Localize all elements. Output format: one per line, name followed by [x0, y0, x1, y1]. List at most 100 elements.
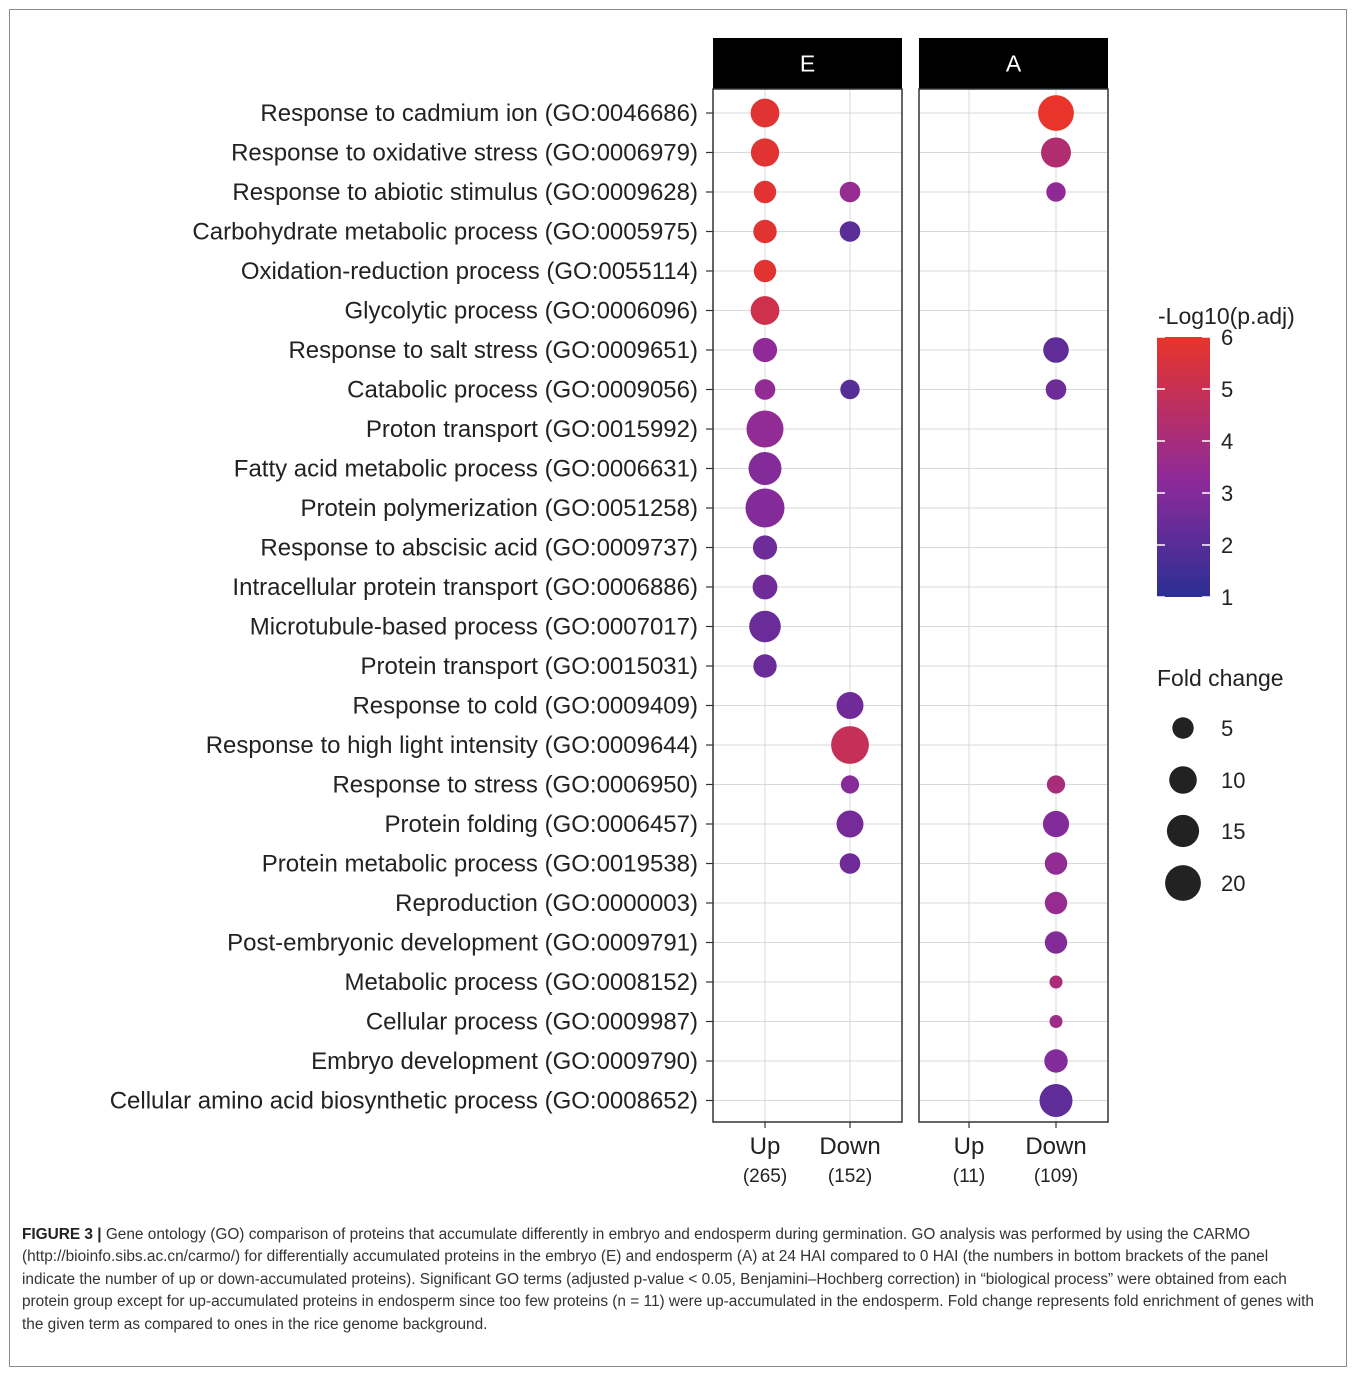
size-legend-dot [1166, 814, 1200, 848]
data-point [749, 610, 781, 643]
y-tick-label: Embryo development (GO:0009790) [311, 1048, 698, 1075]
data-point [745, 488, 785, 528]
panel-strip-a [919, 38, 1108, 89]
x-count-label: (265) [743, 1166, 787, 1187]
color-bar-tick-label: 6 [1221, 325, 1233, 350]
data-point [1041, 137, 1071, 168]
size-legend-title: Fold change [1157, 665, 1284, 691]
y-tick-label: Reproduction (GO:0000003) [395, 890, 698, 917]
y-axis-labels: Response to cadmium ion (GO:0046686) Resp… [110, 100, 713, 1115]
y-tick-label: Response to abscisic acid (GO:0009737) [260, 535, 698, 562]
data-point [748, 452, 782, 485]
y-tick-label: Response to oxidative stress (GO:0006979… [231, 140, 698, 167]
data-point [1046, 182, 1066, 202]
data-point [1039, 1084, 1073, 1117]
data-point [1044, 931, 1068, 954]
size-legend-dot [1169, 766, 1197, 794]
x-count-label: (11) [953, 1166, 985, 1187]
data-point [1049, 975, 1063, 989]
size-legend-label: 15 [1221, 819, 1245, 844]
y-tick-label: Response to high light intensity (GO:000… [206, 732, 698, 759]
figure-caption: FIGURE 3 | Gene ontology (GO) comparison… [22, 1224, 1322, 1336]
data-point [839, 221, 861, 242]
data-point [839, 181, 861, 203]
y-tick-label: Protein transport (GO:0015031) [360, 653, 698, 680]
x-tick-label: Up [750, 1133, 781, 1160]
data-point [752, 337, 778, 363]
y-tick-label: Protein metabolic process (GO:0019538) [262, 851, 698, 878]
data-point [840, 775, 860, 794]
x-tick-label: Up [954, 1133, 985, 1160]
caption-text: Gene ontology (GO) comparison of protein… [22, 1226, 1314, 1333]
data-point [1044, 1049, 1068, 1073]
data-point [1044, 891, 1068, 915]
color-bar-tick-label: 3 [1221, 481, 1233, 506]
y-tick-label: Response to stress (GO:0006950) [332, 772, 698, 799]
data-point [836, 810, 864, 838]
data-point [836, 692, 864, 719]
y-tick-label: Proton transport (GO:0015992) [366, 416, 698, 443]
figure-frame [9, 9, 1347, 1367]
size-legend-label: 10 [1221, 768, 1245, 793]
data-point [752, 574, 778, 600]
y-tick-label: Microtubule-based process (GO:0007017) [250, 614, 698, 641]
panel-strip-e [713, 38, 902, 89]
gridlines [713, 89, 1108, 1122]
size-legend-label: 5 [1221, 716, 1233, 741]
size-legend-dot [1165, 865, 1201, 901]
x-tick-label: Down [819, 1133, 880, 1160]
x-count-label: (152) [828, 1166, 872, 1187]
data-point [1046, 775, 1066, 794]
y-tick-label: Post-embryonic development (GO:0009791) [227, 930, 698, 957]
panel-strip-label: E [800, 51, 815, 77]
y-tick-label: Fatty acid metabolic process (GO:0006631… [234, 456, 698, 483]
data-point [1042, 810, 1070, 838]
data-point [754, 379, 776, 400]
panel-border-a [918, 88, 1109, 1123]
panel-border-e [712, 88, 903, 1123]
size-legend-label: 20 [1221, 871, 1245, 896]
y-tick-label: Response to salt stress (GO:0009651) [288, 337, 698, 364]
data-point [750, 138, 780, 167]
color-legend-title: -Log10(p.adj) [1158, 303, 1295, 329]
color-bar-tick-label: 1 [1221, 585, 1233, 610]
color-bar-tick-label: 2 [1221, 533, 1233, 558]
panel-strip-label: A [1006, 51, 1022, 77]
y-tick-label: Cellular amino acid biosynthetic process… [110, 1088, 698, 1115]
data-point [1043, 337, 1069, 363]
data-point [1044, 852, 1068, 875]
y-tick-label: Protein folding (GO:0006457) [384, 811, 698, 838]
caption-label: FIGURE 3 | [22, 1226, 102, 1243]
y-tick-label: Metabolic process (GO:0008152) [344, 969, 698, 996]
y-tick-label: Glycolytic process (GO:0006096) [345, 298, 698, 325]
data-point [839, 853, 861, 874]
data-point [1049, 1015, 1063, 1028]
data-point [1038, 95, 1074, 131]
data-point [746, 410, 784, 448]
data-point [753, 180, 777, 204]
y-tick-label: Response to cold (GO:0009409) [352, 693, 698, 720]
data-point [840, 379, 860, 400]
data-point [831, 726, 869, 764]
y-tick-label: Catabolic process (GO:0009056) [347, 377, 698, 404]
x-count-label: (109) [1034, 1166, 1078, 1187]
data-point [752, 535, 778, 560]
data-point [753, 259, 777, 283]
x-tick-label: Down [1025, 1133, 1086, 1160]
data-point [1045, 379, 1067, 400]
data-point [750, 296, 780, 325]
y-tick-label: Response to cadmium ion (GO:0046686) [260, 100, 698, 127]
size-legend-dot [1172, 717, 1194, 739]
color-bar [1157, 337, 1210, 597]
y-tick-label: Carbohydrate metabolic process (GO:00059… [192, 219, 698, 246]
y-tick-label: Protein polymerization (GO:0051258) [300, 495, 698, 522]
y-tick-label: Response to abiotic stimulus (GO:0009628… [232, 179, 698, 206]
color-bar-tick-label: 4 [1221, 429, 1233, 454]
points [745, 95, 1074, 1117]
data-point [753, 654, 777, 678]
color-bar-tick-label: 5 [1221, 377, 1233, 402]
data-point [753, 219, 777, 244]
